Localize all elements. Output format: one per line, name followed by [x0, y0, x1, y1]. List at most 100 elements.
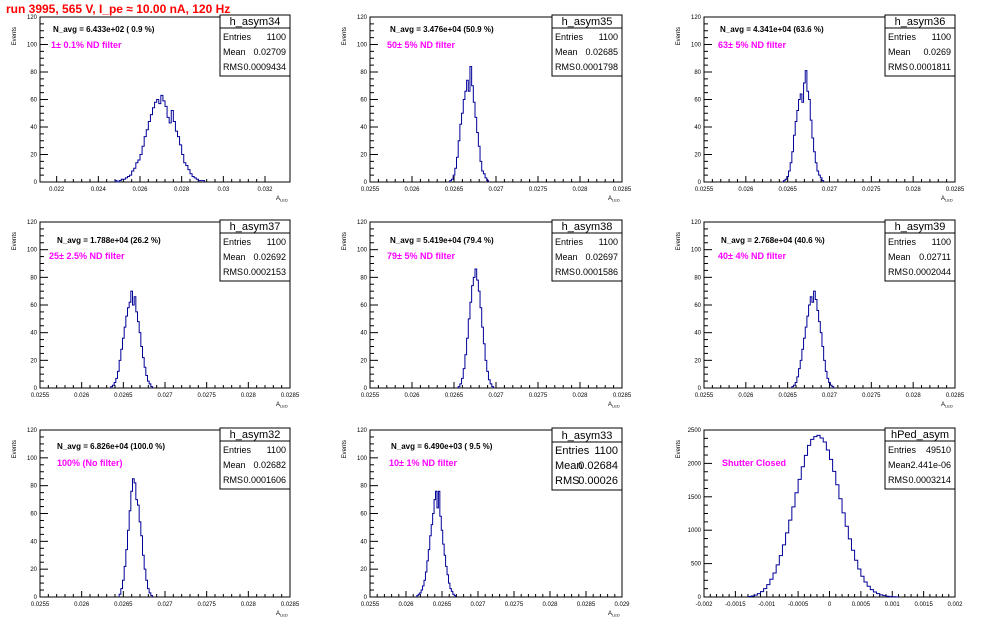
y-tick-label: 20	[694, 153, 701, 159]
y-axis-label: Events	[342, 440, 348, 458]
stats-label: RMS	[555, 267, 575, 277]
stats-box	[551, 219, 623, 282]
x-tick-label: 0.026	[738, 393, 754, 399]
x-tick-label: 0.027	[822, 393, 838, 399]
y-tick-label: 120	[691, 220, 702, 226]
y-tick-label: 20	[360, 153, 367, 159]
stats-value: 0.0003214	[908, 475, 951, 485]
y-tick-label: 120	[357, 220, 368, 226]
x-tick-label: 0.0275	[197, 602, 216, 608]
x-tick-label: 0.0265	[778, 187, 797, 193]
y-tick-label: 60	[30, 512, 37, 518]
histogram-panel-hPed_asym: 0 500 1000 1500 2000 2500 -0.002 -0.0015 -0.001 -…	[676, 427, 963, 608]
x-axis-label: ALED	[608, 196, 620, 203]
x-tick-label: 0.0285	[613, 393, 632, 399]
filter-label: 100% (No filter)	[57, 458, 123, 468]
y-tick-label: 0	[698, 180, 702, 186]
y-tick-label: 60	[30, 303, 37, 309]
stats-value: 0.0009434	[243, 62, 286, 72]
stats-label: Entries	[888, 32, 917, 42]
x-tick-label: -0.001	[758, 602, 776, 608]
y-tick-label: 20	[30, 567, 37, 573]
x-tick-label: 0.0275	[529, 187, 548, 193]
x-tick-label: 0.0265	[114, 393, 133, 399]
stats-box	[884, 427, 956, 490]
x-tick-label: 0.028	[542, 602, 558, 608]
stats-value: 0.0001798	[575, 62, 618, 72]
histogram-name: h_asym34	[230, 16, 281, 28]
x-tick-label: 0.026	[738, 187, 754, 193]
navg-label: N_avg = 1.788e+04 (26.2 %)	[57, 236, 161, 245]
y-axis-label: Events	[342, 27, 348, 45]
y-tick-label: 120	[357, 15, 368, 21]
y-tick-label: 80	[360, 70, 367, 76]
x-tick-label: 0.0285	[577, 602, 596, 608]
y-tick-label: 0	[34, 180, 38, 186]
stats-value: 0.0001586	[575, 267, 618, 277]
filter-label: 10± 1% ND filter	[389, 458, 457, 468]
stats-box	[219, 427, 291, 490]
stats-value: 49510	[926, 445, 951, 455]
histogram-panel-h_asym32: 0 20 40 60 80 100 120 0.0255 0.026 0.0265 0.027 0.0…	[12, 427, 300, 618]
histogram-step-line	[416, 490, 457, 597]
x-tick-label: -0.0015	[725, 602, 746, 608]
y-tick-label: 60	[694, 98, 701, 104]
x-tick-label: 0.028	[241, 393, 257, 399]
y-tick-label: 0	[34, 595, 38, 601]
x-tick-label: 0.03	[217, 187, 229, 193]
y-tick-label: 40	[360, 125, 367, 131]
x-tick-label: 0.0275	[529, 393, 548, 399]
y-tick-label: 40	[30, 331, 37, 337]
stats-value: 0.02685	[585, 47, 618, 57]
histogram-name: hPed_asym	[891, 429, 949, 441]
y-tick-label: 0	[364, 180, 368, 186]
y-tick-label: 120	[27, 15, 38, 21]
stats-label: RMS	[555, 62, 575, 72]
x-tick-label: 0.028	[906, 187, 922, 193]
histogram-step-line	[747, 434, 900, 598]
x-tick-label: -0.0005	[788, 602, 809, 608]
stats-label: Entries	[888, 445, 917, 455]
stats-value: -2.441e-06	[907, 460, 951, 470]
stats-label: RMS	[223, 267, 243, 277]
y-tick-label: 100	[691, 248, 702, 254]
navg-label: N_avg = 6.490e+03 ( 9.5 %)	[391, 442, 493, 451]
x-tick-label: 0.001	[885, 602, 901, 608]
stats-label: Mean	[888, 460, 911, 470]
y-axis-label: Events	[676, 27, 682, 45]
x-axis-label: ALED	[608, 402, 620, 409]
x-tick-label: 0.027	[157, 602, 173, 608]
x-tick-label: 0.026	[404, 393, 420, 399]
y-tick-label: 60	[694, 303, 701, 309]
y-tick-label: 20	[30, 153, 37, 159]
y-axis-label: Events	[676, 440, 682, 458]
y-tick-label: 100	[357, 456, 368, 462]
y-tick-label: 40	[360, 539, 367, 545]
stats-box	[884, 14, 956, 77]
x-axis-label: ALED	[941, 196, 953, 203]
stats-label: RMS	[888, 62, 908, 72]
x-tick-label: 0.0255	[695, 187, 714, 193]
x-tick-label: 0.0005	[852, 602, 871, 608]
x-tick-label: 0.0275	[862, 393, 881, 399]
stats-box	[884, 219, 956, 282]
y-axis-label: Events	[676, 232, 682, 250]
stats-value: 0.02697	[585, 252, 618, 262]
filter-label: 79± 5% ND filter	[387, 251, 455, 261]
navg-label: N_avg = 6.826e+04 (100.0 %)	[57, 442, 165, 451]
x-axis-label: ALED	[276, 196, 288, 203]
y-tick-label: 40	[694, 331, 701, 337]
stats-label: Mean	[223, 460, 246, 470]
y-tick-label: 0	[698, 595, 702, 601]
stats-value: 1100	[594, 445, 618, 457]
y-tick-label: 80	[360, 275, 367, 281]
histogram-panel-h_asym38: 0 20 40 60 80 100 120 0.0255 0.026 0.0265 0.027 0.0…	[342, 219, 632, 409]
x-tick-label: 0.0255	[361, 602, 380, 608]
stats-label: Entries	[888, 237, 917, 247]
x-tick-label: 0.028	[906, 393, 922, 399]
y-tick-label: 0	[364, 386, 368, 392]
x-axis-label: ALED	[941, 402, 953, 409]
stats-value: 0.0001606	[243, 475, 286, 485]
x-tick-label: 0.026	[398, 602, 414, 608]
